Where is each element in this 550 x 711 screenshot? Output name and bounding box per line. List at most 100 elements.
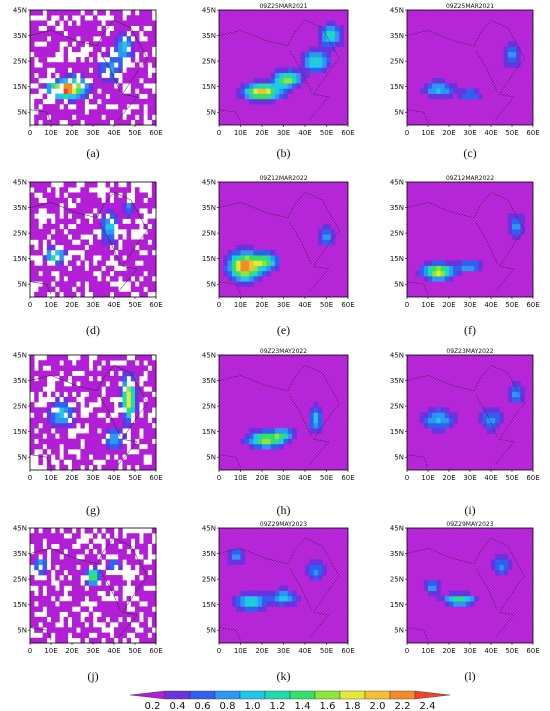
data-cell <box>114 291 119 298</box>
data-cell <box>84 449 90 455</box>
data-cell <box>449 412 454 419</box>
data-cell <box>84 62 90 68</box>
data-cell <box>97 422 102 429</box>
data-cell <box>72 632 77 639</box>
coastline <box>218 19 340 123</box>
data-cell <box>72 538 77 544</box>
data-cell <box>114 192 119 198</box>
data-cell <box>30 417 35 424</box>
data-cell <box>84 93 90 100</box>
data-cell <box>440 77 446 84</box>
data-cell <box>72 20 77 26</box>
data-cell <box>236 244 241 251</box>
data-cell <box>76 585 81 592</box>
data-cell <box>262 438 267 445</box>
data-cell <box>51 25 56 32</box>
data-cell <box>114 286 119 293</box>
data-cell <box>114 375 119 382</box>
x-tick-label: 40E <box>107 474 120 482</box>
data-cell <box>151 402 157 408</box>
data-cell <box>63 25 69 32</box>
data-cell <box>42 417 48 424</box>
data-cell <box>449 601 454 607</box>
data-cell <box>80 41 85 47</box>
data-cell <box>114 270 119 277</box>
data-cell <box>76 464 81 471</box>
data-cell <box>139 286 144 293</box>
data-cell <box>130 77 136 84</box>
data-cell <box>63 104 69 110</box>
data-cell <box>432 88 437 94</box>
data-cell <box>93 88 98 94</box>
data-cell <box>151 595 157 602</box>
data-cell <box>67 580 73 586</box>
data-cell <box>423 276 429 282</box>
data-cell <box>46 208 52 214</box>
data-cell <box>67 538 73 544</box>
data-cell <box>253 428 258 434</box>
data-cell <box>30 10 35 16</box>
data-cell <box>109 616 115 623</box>
data-cell <box>143 265 148 272</box>
data-cell <box>147 98 153 105</box>
data-cell <box>34 98 39 105</box>
data-cell <box>34 249 39 256</box>
data-cell <box>122 20 127 26</box>
data-cell <box>507 41 513 47</box>
data-cell <box>118 590 123 597</box>
data-cell <box>46 622 52 628</box>
data-cell <box>67 601 73 607</box>
data-cell <box>118 417 123 424</box>
data-cell <box>42 51 48 58</box>
data-cell <box>109 265 115 272</box>
data-cell <box>67 98 73 105</box>
data-cell <box>122 355 127 361</box>
data-cell <box>72 454 77 460</box>
data-cell <box>63 606 69 612</box>
data-cell <box>240 554 246 560</box>
data-cell <box>84 218 90 225</box>
data-cell <box>143 365 148 371</box>
data-cell <box>38 533 43 539</box>
data-cell <box>507 51 513 58</box>
data-cell <box>257 260 263 266</box>
data-cell <box>46 601 52 607</box>
data-cell <box>335 30 340 37</box>
data-cell <box>457 601 462 607</box>
data-cell <box>59 192 64 198</box>
data-cell <box>118 36 123 42</box>
data-cell <box>34 36 39 42</box>
data-cell <box>151 433 157 439</box>
data-cell <box>88 192 94 198</box>
data-cell <box>72 417 77 424</box>
data-cell <box>109 187 115 193</box>
data-cell <box>322 30 327 37</box>
data-cell <box>72 119 77 126</box>
data-cell <box>257 249 263 256</box>
data-cell <box>46 438 52 445</box>
data-cell <box>143 417 148 424</box>
data-cell <box>114 239 119 246</box>
data-cell <box>240 559 246 565</box>
data-cell <box>419 265 425 272</box>
data-cell <box>63 454 69 460</box>
data-cell <box>126 360 132 366</box>
data-cell <box>76 98 81 105</box>
data-cell <box>322 57 327 63</box>
y-tick-label: 45N <box>13 179 27 187</box>
data-cell <box>51 449 56 455</box>
data-cell <box>300 57 306 63</box>
data-cell <box>118 564 123 571</box>
data-cell <box>274 438 280 445</box>
y-tick-label: 35N <box>202 377 216 385</box>
data-cell <box>72 244 77 251</box>
data-cell <box>63 36 69 42</box>
data-cell <box>313 412 319 419</box>
data-cell <box>97 197 102 204</box>
data-cell <box>423 265 429 272</box>
data-cell <box>46 10 52 16</box>
data-cell <box>67 114 73 121</box>
y-tick-label: 25N <box>13 403 27 411</box>
data-cell <box>97 454 102 460</box>
data-cell <box>266 260 271 266</box>
